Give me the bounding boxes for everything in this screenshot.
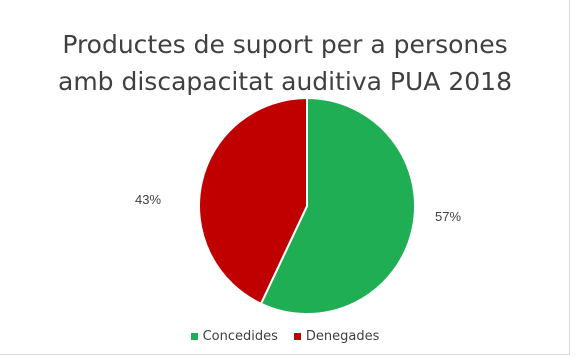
chart-area: Productes de suport per a persones amb d… (0, 0, 570, 355)
legend-swatch-concedides (190, 333, 198, 340)
data-label-denegades: 43% (135, 192, 161, 207)
pie-slice-denegades (198, 96, 308, 306)
chart-title-line-2: amb discapacitat auditiva PUA 2018 (58, 67, 512, 96)
legend-swatch-denegades (293, 333, 301, 340)
legend-label-concedides: Concedides (202, 329, 278, 344)
legend-entry-denegades: Denegades (293, 329, 380, 344)
chart-title-line-1: Productes de suport per a persones (62, 30, 508, 59)
legend-label-denegades: Denegades (305, 329, 380, 344)
legend-entry-concedides: Concedides (190, 329, 278, 344)
legend: Concedides Denegades (0, 329, 570, 344)
pie-chart: 57% 43% (135, 96, 461, 315)
pie-slice-concedides (259, 96, 416, 315)
data-label-concedides: 57% (435, 209, 461, 224)
